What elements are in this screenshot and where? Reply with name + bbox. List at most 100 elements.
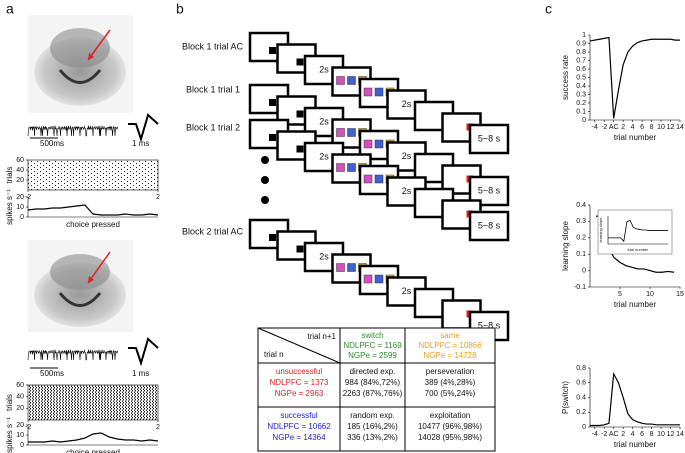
y-tick-label: 0 [20,214,24,221]
y-tick-label: 60 [16,382,24,389]
y-tick-label: 0.1 [576,251,586,258]
y-tick-label: 0.1 [576,108,586,115]
x-tick-label: 5 [618,291,622,298]
raster-texture [28,160,158,190]
x-tick-label: -4 [592,124,598,131]
x-tick-label: AC [609,431,619,438]
x-tick-label: -2 [601,431,607,438]
stimulus-icon [374,87,384,97]
table-cell: 2263 (87%,76%) [343,389,403,398]
x-tick-label: 12 [667,431,675,438]
stimulus-icon [347,76,356,85]
panel-label: c [545,1,552,17]
spike-waveform [128,337,159,367]
y-tick-label: 20 [16,177,24,184]
x-axis-label: trial number [614,300,657,309]
y-tick-label: 20 [16,422,24,429]
iti-label: 5~8 s [478,133,501,143]
x-tick-label: 2 [621,431,625,438]
row-header: NGPe = 14364 [272,433,326,442]
y-tick-label: 0.6 [576,66,586,73]
table-cell: 336 (13%,2%) [347,433,398,442]
y-tick-label: 0.4 [576,394,586,401]
data-line [590,371,680,427]
x-tick-label: 14 [676,124,684,131]
table-cell: exploitation [430,411,470,420]
cue-square [269,47,276,54]
x-axis-label: trial number [627,247,649,252]
data-line [27,204,159,216]
y-tick-label: 0.4 [576,202,586,209]
x-tick-label: 10 [657,124,665,131]
y-axis-label: P(switch) [561,381,570,414]
column-header: NDLPFC = 10866 [418,341,482,350]
y-tick-label: 0 [20,442,24,449]
row-header: unsuccessful [276,367,322,376]
table-cell: random exp. [350,411,394,420]
stimulus-icon [363,274,373,284]
stimulus-icon [347,128,356,137]
y-tick-label: 0.4 [576,83,586,90]
panel-label: a [6,1,14,17]
y-axis-label: trials [5,167,14,184]
y-tick-label: 0.3 [576,91,586,98]
y-axis-label: spikes s⁻¹ [5,189,14,225]
x-tick-label: 8 [650,431,654,438]
iti-label: 5~8 s [478,220,501,230]
stimulus-icon [336,163,345,172]
row-label: Block 2 trial AC [182,226,244,236]
y-tick-label: 0.5 [576,74,586,81]
x-tick-label: -4 [592,431,598,438]
stimulus-icon [363,87,373,97]
y-tick-label: 0.2 [576,100,586,107]
y-tick-label: 0.2 [576,235,586,242]
scale-label: 1 ms [132,369,149,378]
x-axis-label: trial number [614,440,657,449]
y-tick-label: 0 [582,424,586,431]
y-tick-label: 0.8 [576,49,586,56]
x-tick-label: -2 [25,424,31,431]
stimulus-icon [363,174,373,184]
screen-frame [468,123,510,155]
x-tick-label: 14 [676,431,684,438]
x-axis-label: trial number [614,133,657,142]
delay-label: 2s [319,116,329,126]
raster-frame [27,159,159,191]
y-axis-label: learning slope [598,217,603,243]
y-tick-label: 60 [16,157,24,164]
raster-texture [28,385,158,420]
inset-frame [597,209,673,255]
stimulus-icon [336,263,345,272]
column-header: NGPe = 14728 [423,351,477,360]
x-tick-label: 10 [657,431,665,438]
delay-label: 2s [402,186,412,196]
table-diagonal [257,327,341,364]
stimulus-icon [374,274,384,284]
y-tick-label: 0.3 [576,218,586,225]
panel-label: b [176,1,184,17]
x-axis-label: choice pressed [66,220,120,229]
table-cell: perseveration [426,367,474,376]
y-tick-label: 10 [16,204,24,211]
row-header: NDLPFC = 10662 [267,422,331,431]
row-header: NGPe = 2963 [275,389,324,398]
stimulus-icon [374,174,384,184]
row-label: Block 1 trial 1 [186,84,240,94]
stimulus-icon [336,76,345,85]
spike-trace [27,125,119,137]
stimulus-icon [347,263,356,272]
row-header: NDLPFC = 1373 [270,378,329,387]
column-header: switch [361,331,383,340]
x-tick-label: 4 [631,124,635,131]
y-tick-label: 0.6 [576,380,586,387]
data-line [28,432,159,443]
cue-square [269,134,276,141]
delay-label: 2s [319,64,329,74]
ellipsis-dot [261,196,269,204]
column-header: same [440,331,460,340]
table-cell: 700 (5%,24%) [425,389,476,398]
col-title: trial n+1 [307,332,336,341]
x-tick-label: 6 [640,431,644,438]
table-cell: 185 (16%,2%) [347,422,398,431]
